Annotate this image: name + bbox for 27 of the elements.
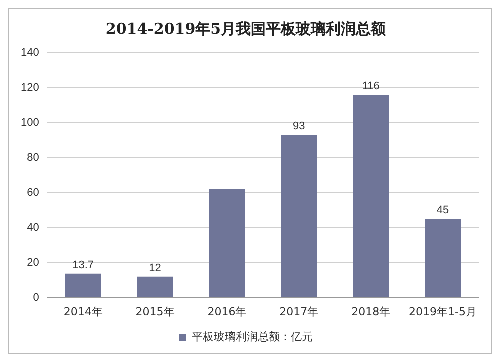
y-tick-label: 100 — [20, 116, 40, 129]
x-tick-label: 2017年 — [280, 305, 319, 318]
x-tick-label: 2014年 — [64, 305, 103, 318]
y-tick-label: 20 — [27, 256, 40, 269]
bar — [137, 276, 174, 298]
bar — [65, 274, 102, 298]
data-label: 13.7 — [72, 259, 94, 272]
legend-label: 平板玻璃利润总额：亿元 — [192, 330, 313, 344]
y-tick-label: 80 — [27, 152, 40, 164]
chart-title: 2014-2019年5月我国平板玻璃利润总额 — [106, 20, 388, 38]
data-label: 116 — [362, 80, 380, 92]
x-tick-label: 2019年1-5月 — [409, 305, 478, 318]
x-tick-label: 2015年 — [136, 305, 175, 318]
bar — [425, 219, 462, 298]
x-tick-label: 2016年 — [208, 305, 247, 318]
data-label: 93 — [293, 120, 306, 133]
bar — [353, 94, 390, 298]
y-tick-label: 120 — [20, 82, 40, 94]
y-tick-label: 0 — [33, 292, 40, 304]
y-tick-label: 40 — [27, 222, 40, 234]
bar — [209, 189, 246, 298]
y-tick-label: 140 — [20, 47, 40, 60]
x-tick-label: 2018年 — [352, 305, 391, 318]
data-label: 45 — [436, 204, 450, 217]
bar — [281, 135, 318, 298]
data-label: 12 — [149, 262, 162, 274]
y-tick-label: 60 — [27, 186, 40, 199]
